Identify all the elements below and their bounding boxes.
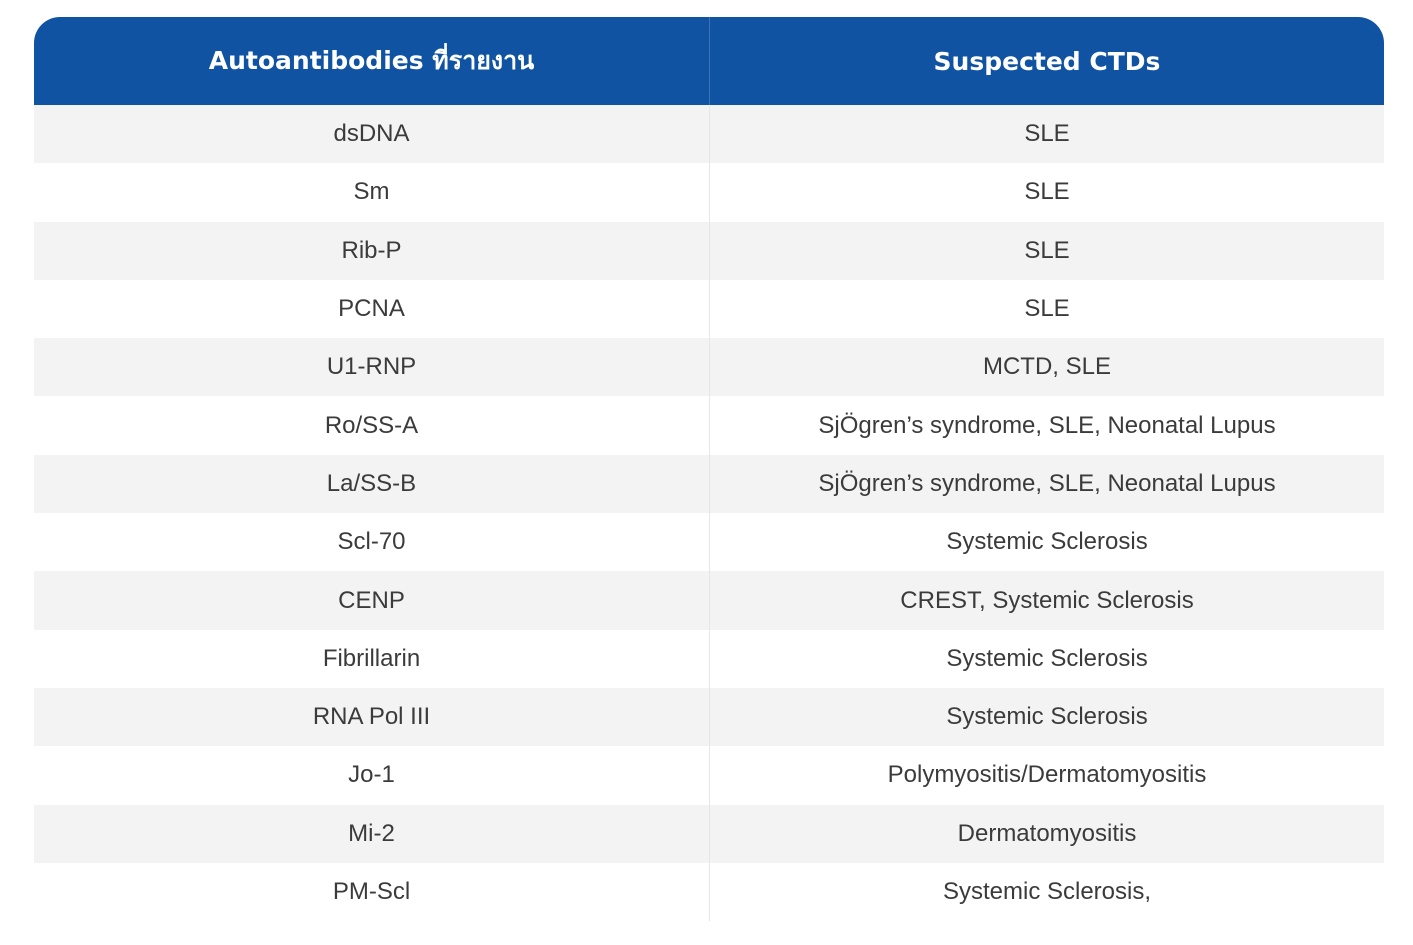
ctd-cell: SLE	[1024, 295, 1070, 323]
table-row: PCNA SLE	[34, 279, 1384, 339]
table-row: U1-RNP MCTD, SLE	[34, 338, 1384, 397]
ctd-cell: Polymyositis/Dermatomyositis	[887, 761, 1207, 789]
table-header: Autoantibodies ที่รายงาน Suspected CTDs	[34, 17, 1384, 105]
antibody-cell: CENP	[34, 571, 710, 630]
ctd-cell: SLE	[1024, 178, 1070, 206]
table-row: Ro/SS-A SjÖgren’s syndrome, SLE, Neonata…	[34, 396, 1384, 455]
antibody-cell: Mi-2	[34, 804, 710, 863]
ctd-cell: CREST, Systemic Sclerosis	[900, 586, 1194, 614]
ctd-cell: Dermatomyositis	[957, 819, 1137, 847]
ctd-cell: MCTD, SLE	[982, 353, 1111, 381]
antibody-cell: U1-RNP	[34, 338, 710, 397]
antibody-cell: Scl-70	[34, 513, 710, 572]
table-row: La/SS-B SjÖgren’s syndrome, SLE, Neonata…	[34, 454, 1384, 514]
table-row: dsDNA SLE	[34, 105, 1384, 164]
antibody-cell: Rib-P	[34, 221, 710, 280]
ctd-cell: SLE	[1024, 120, 1070, 148]
header-autoantibodies: Autoantibodies ที่รายงาน	[34, 17, 710, 105]
antibody-cell: Ro/SS-A	[34, 396, 710, 455]
table-row: Mi-2 Dermatomyositis	[34, 804, 1384, 863]
ctd-cell: Systemic Sclerosis	[946, 528, 1148, 556]
antibody-cell: RNA Pol III	[34, 687, 710, 747]
header-suspected-ctds: Suspected CTDs	[933, 46, 1161, 76]
table-row: PM-Scl Systemic Sclerosis,	[34, 862, 1384, 922]
ctd-cell: SjÖgren’s syndrome, SLE, Neonatal Lupus	[818, 469, 1276, 497]
table-row: Scl-70 Systemic Sclerosis	[34, 513, 1384, 572]
table-row: Jo-1 Polymyositis/Dermatomyositis	[34, 746, 1384, 805]
antibody-cell: PM-Scl	[34, 862, 710, 922]
table-row: RNA Pol III Systemic Sclerosis	[34, 687, 1384, 747]
ctd-cell: Systemic Sclerosis	[946, 644, 1148, 672]
table-row: CENP CREST, Systemic Sclerosis	[34, 571, 1384, 630]
antibody-cell: Fibrillarin	[34, 629, 710, 688]
antibody-cell: PCNA	[34, 279, 710, 339]
antibody-cell: Jo-1	[34, 746, 710, 805]
ctd-cell: Systemic Sclerosis	[946, 703, 1148, 731]
ctd-table: Autoantibodies ที่รายงาน Suspected CTDs …	[34, 17, 1384, 927]
ctd-cell: SLE	[1024, 236, 1070, 264]
table-row: Rib-P SLE	[34, 221, 1384, 280]
antibody-cell: Sm	[34, 163, 710, 222]
antibody-cell: La/SS-B	[34, 454, 710, 514]
ctd-cell: Systemic Sclerosis,	[942, 878, 1152, 905]
antibody-cell: dsDNA	[34, 105, 710, 164]
table-row: Sm SLE	[34, 163, 1384, 222]
table-row: Fibrillarin Systemic Sclerosis	[34, 629, 1384, 688]
ctd-cell: SjÖgren’s syndrome, SLE, Neonatal Lupus	[818, 411, 1276, 439]
